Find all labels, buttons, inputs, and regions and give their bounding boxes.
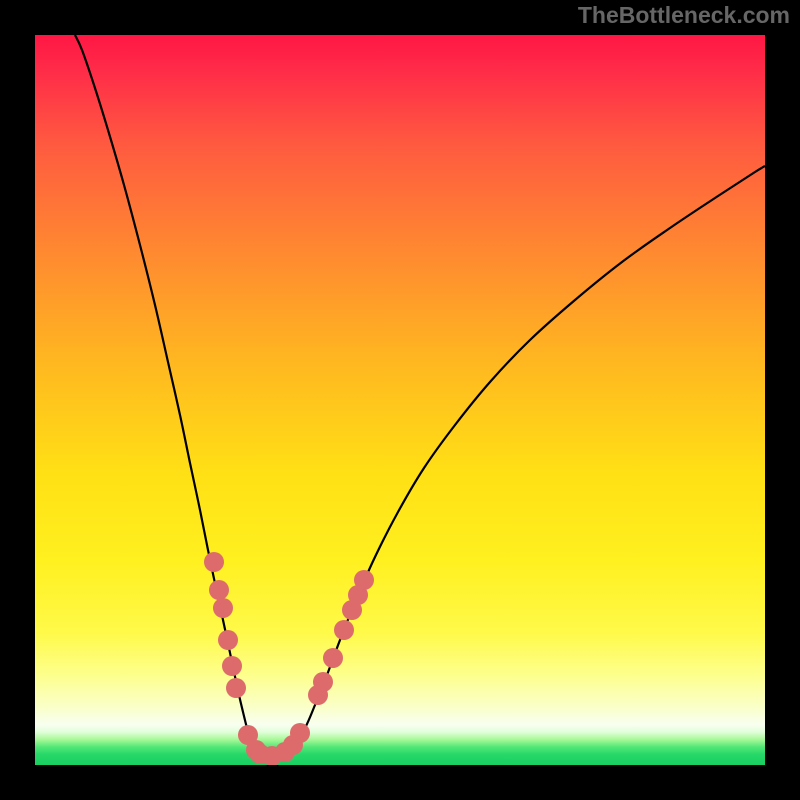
data-marker — [213, 598, 233, 618]
data-marker — [222, 656, 242, 676]
plot-background — [35, 35, 765, 765]
bottleneck-chart — [0, 0, 800, 800]
data-marker — [290, 723, 310, 743]
data-marker — [218, 630, 238, 650]
data-marker — [323, 648, 343, 668]
data-marker — [313, 672, 333, 692]
data-marker — [204, 552, 224, 572]
data-marker — [354, 570, 374, 590]
data-marker — [226, 678, 246, 698]
data-marker — [334, 620, 354, 640]
data-marker — [209, 580, 229, 600]
chart-container: TheBottleneck.com — [0, 0, 800, 800]
